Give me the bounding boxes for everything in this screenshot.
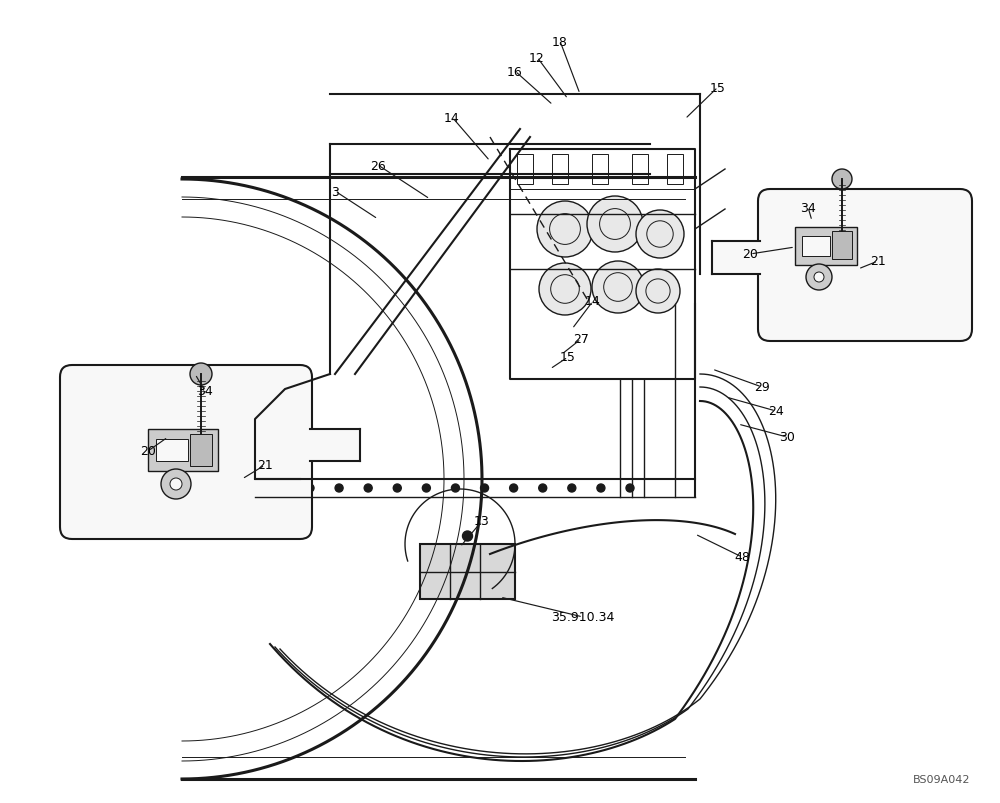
Circle shape: [306, 484, 314, 492]
Circle shape: [422, 484, 430, 492]
Text: 20: 20: [140, 445, 156, 458]
Circle shape: [481, 484, 489, 492]
Circle shape: [636, 270, 680, 314]
Text: 34: 34: [800, 202, 816, 214]
Text: 24: 24: [768, 405, 784, 418]
Text: 12: 12: [529, 51, 545, 64]
Text: 13: 13: [474, 515, 490, 528]
Circle shape: [806, 265, 832, 291]
Text: 35.910.34: 35.910.34: [551, 611, 615, 624]
Circle shape: [161, 470, 191, 499]
Text: 29: 29: [754, 381, 770, 394]
Text: 27: 27: [573, 333, 589, 346]
FancyBboxPatch shape: [156, 439, 188, 462]
Circle shape: [814, 273, 824, 283]
Text: BS09A042: BS09A042: [912, 774, 970, 784]
Circle shape: [190, 364, 212, 385]
Bar: [310, 430, 360, 462]
FancyBboxPatch shape: [60, 365, 312, 540]
Circle shape: [539, 263, 591, 316]
Text: 16: 16: [507, 65, 523, 79]
Circle shape: [626, 484, 634, 492]
Text: 34: 34: [197, 385, 213, 398]
Text: 48: 48: [734, 551, 750, 564]
Text: 3: 3: [331, 185, 339, 198]
Circle shape: [587, 197, 643, 253]
Text: 15: 15: [710, 81, 726, 95]
Circle shape: [393, 484, 401, 492]
FancyBboxPatch shape: [802, 237, 830, 257]
Circle shape: [539, 484, 547, 492]
FancyBboxPatch shape: [758, 190, 972, 341]
Text: 14: 14: [444, 112, 460, 124]
Text: 18: 18: [552, 35, 568, 48]
Bar: [420, 544, 515, 599]
FancyBboxPatch shape: [190, 434, 212, 467]
Circle shape: [597, 484, 605, 492]
Bar: [667, 155, 683, 185]
Text: 14: 14: [585, 296, 601, 308]
Text: 30: 30: [779, 431, 795, 444]
Circle shape: [451, 484, 459, 492]
Circle shape: [364, 484, 372, 492]
FancyBboxPatch shape: [832, 232, 852, 259]
Circle shape: [832, 169, 852, 190]
Circle shape: [170, 479, 182, 491]
Circle shape: [636, 210, 684, 259]
Bar: [632, 155, 648, 185]
Bar: [592, 155, 608, 185]
Bar: [712, 242, 760, 275]
Circle shape: [463, 532, 473, 541]
FancyBboxPatch shape: [148, 430, 218, 471]
Circle shape: [537, 202, 593, 258]
FancyBboxPatch shape: [795, 228, 857, 266]
Text: 15: 15: [560, 351, 576, 364]
Circle shape: [510, 484, 518, 492]
Circle shape: [568, 484, 576, 492]
Bar: [517, 155, 533, 185]
Circle shape: [335, 484, 343, 492]
Circle shape: [592, 262, 644, 314]
Text: 26: 26: [370, 159, 386, 173]
Text: 21: 21: [257, 459, 273, 472]
Text: 20: 20: [742, 248, 758, 261]
Bar: [552, 155, 568, 185]
Text: 21: 21: [870, 255, 886, 268]
